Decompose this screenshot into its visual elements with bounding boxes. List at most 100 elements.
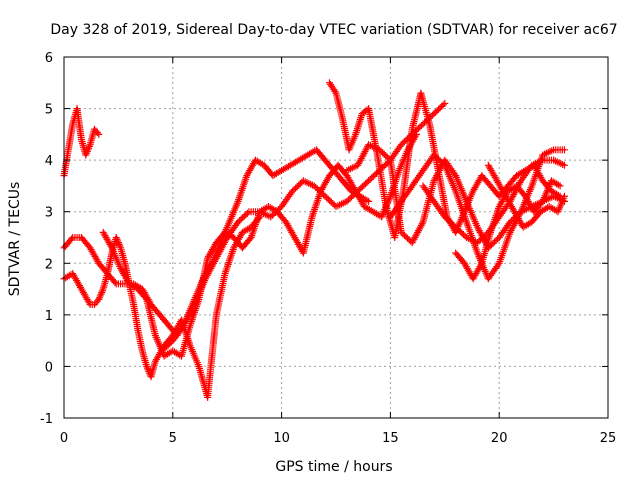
x-tick-label: 20: [491, 431, 508, 446]
data-point-fill: [494, 261, 502, 269]
data-point: [397, 141, 405, 149]
data-point-fill: [243, 209, 251, 217]
data-point-fill: [115, 240, 123, 248]
data-point-fill: [413, 126, 421, 134]
x-tick-label: 15: [382, 431, 399, 446]
data-point-fill: [237, 215, 245, 223]
data-point-fill: [292, 184, 300, 192]
data-point-fill: [456, 228, 464, 236]
data-point-fill: [143, 364, 151, 372]
data-point-fill: [324, 195, 332, 203]
data-point-fill: [477, 261, 485, 269]
data-point-fill: [141, 294, 149, 302]
y-tick-label: 4: [45, 154, 53, 169]
data-point-fill: [431, 152, 439, 160]
x-axis-label: GPS time / hours: [275, 459, 392, 475]
data-point-fill: [273, 207, 281, 215]
data-point-fill: [445, 217, 453, 225]
data-point-fill: [320, 191, 328, 199]
data-point-fill: [362, 180, 370, 188]
data-point-fill: [98, 289, 106, 297]
data-point-fill: [84, 146, 92, 154]
data-point-fill: [491, 238, 499, 246]
data-point-fill: [379, 149, 387, 157]
data-point-fill: [382, 152, 390, 160]
data-point-fill: [318, 189, 326, 197]
data-point-fill: [383, 159, 391, 167]
data-point: [112, 234, 120, 241]
data-point-fill: [447, 219, 455, 227]
data-point-fill: [348, 193, 356, 201]
data-point: [397, 228, 405, 236]
data-point-fill: [458, 229, 466, 237]
data-point-fill: [344, 196, 352, 204]
data-point-fill: [313, 185, 321, 193]
data-point-fill: [478, 234, 486, 242]
data-point: [267, 213, 275, 221]
y-tick-label: 3: [45, 206, 53, 221]
data-point-fill: [438, 158, 446, 166]
data-point: [560, 161, 568, 169]
data-point: [376, 146, 384, 154]
data-point-fill: [402, 233, 410, 241]
data-point: [143, 362, 151, 370]
chart-title: Day 328 of 2019, Sidereal Day-to-day VTE…: [50, 22, 617, 38]
data-point-fill: [293, 183, 301, 191]
plot-frame: [63, 56, 609, 419]
data-point-fill: [242, 211, 250, 219]
data-point-fill: [433, 154, 441, 162]
data-point-fill: [236, 217, 244, 225]
data-point-fill: [268, 211, 276, 219]
data-point-fill: [107, 242, 115, 250]
axis-ticks: 0 5 10 15 20 25 -1 0 1 2 3 4 5 6: [40, 51, 616, 446]
data-point: [441, 99, 449, 107]
data-point-fill: [380, 150, 388, 158]
data-point-fill: [399, 230, 407, 238]
data-point-fill: [93, 129, 101, 137]
data-point: [95, 295, 103, 303]
x-tick-label: 10: [273, 431, 290, 446]
data-point-fill: [450, 222, 458, 230]
data-point: [556, 182, 564, 190]
data-point: [452, 223, 460, 231]
y-tick-label: 2: [45, 257, 53, 272]
data-point-fill: [114, 239, 122, 247]
data-point-fill: [475, 237, 483, 245]
data-point-fill: [85, 144, 93, 152]
data-point-fill: [331, 87, 339, 95]
data-point-fill: [400, 138, 408, 146]
data-point-fill: [477, 236, 485, 244]
data-point-fill: [274, 206, 282, 214]
data-point-fill: [295, 181, 303, 189]
data-point: [365, 197, 373, 205]
data-point: [321, 192, 329, 200]
data-point-fill: [492, 236, 500, 244]
data-point-fill: [435, 155, 443, 163]
data-point-fill: [111, 278, 119, 286]
data-point-fill: [428, 111, 436, 119]
data-point: [473, 239, 481, 247]
data-point-fill: [418, 220, 426, 228]
data-point: [560, 146, 568, 154]
data-point: [560, 192, 568, 200]
data-point-fill: [383, 153, 391, 161]
data-point-fill: [358, 183, 366, 191]
data-point-fill: [403, 234, 411, 242]
data-point-fill: [96, 294, 104, 302]
data-point-fill: [349, 192, 357, 200]
data-point-fill: [416, 123, 424, 131]
data-point-fill: [402, 136, 410, 144]
x-tick-label: 25: [600, 431, 617, 446]
data-point-fill: [444, 216, 452, 224]
data-point: [365, 177, 373, 185]
data-point-fill: [352, 189, 360, 197]
data-point-fill: [360, 181, 368, 189]
data-point-fill: [85, 142, 93, 150]
data-point-fill: [357, 184, 365, 192]
data-point-fill: [417, 122, 425, 130]
y-tick-label: 1: [45, 309, 53, 324]
data-point-fill: [438, 102, 446, 110]
data-point-fill: [459, 231, 467, 239]
data-points: [60, 79, 568, 401]
data-point-fill: [315, 186, 323, 194]
